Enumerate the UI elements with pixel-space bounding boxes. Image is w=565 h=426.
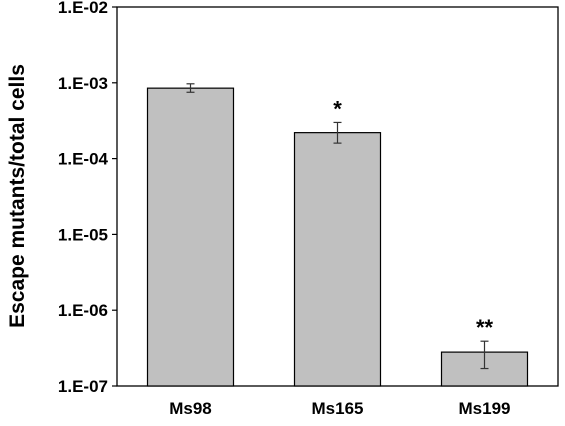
error-bar-ms199 xyxy=(480,340,489,370)
significance-marker: ** xyxy=(476,315,494,340)
y-tick-label: 1.E-07 xyxy=(58,377,108,396)
y-axis: 1.E-02 1.E-03 1.E-04 1.E-05 1.E-06 1.E-07 xyxy=(58,0,117,396)
y-tick-label: 1.E-04 xyxy=(58,150,109,169)
y-tick-label: 1.E-05 xyxy=(58,225,108,244)
x-tick-label: Ms98 xyxy=(169,399,212,418)
error-bars-group xyxy=(186,83,489,370)
error-bar-ms98 xyxy=(186,83,195,93)
significance-marker: * xyxy=(333,96,342,121)
x-tick-label: Ms199 xyxy=(459,399,511,418)
bar-ms165 xyxy=(293,132,382,387)
y-tick-label: 1.E-06 xyxy=(58,301,108,320)
bar-ms98 xyxy=(146,87,235,387)
y-tick-label: 1.E-02 xyxy=(58,0,108,17)
significance-markers: *** xyxy=(333,96,493,340)
error-bar-ms165 xyxy=(333,121,342,144)
x-tick-label: Ms165 xyxy=(312,399,364,418)
x-axis: Ms98 Ms165 Ms199 xyxy=(169,399,510,418)
y-tick-label: 1.E-03 xyxy=(58,74,108,93)
y-axis-title: Escape mutants/total cells xyxy=(6,64,29,328)
